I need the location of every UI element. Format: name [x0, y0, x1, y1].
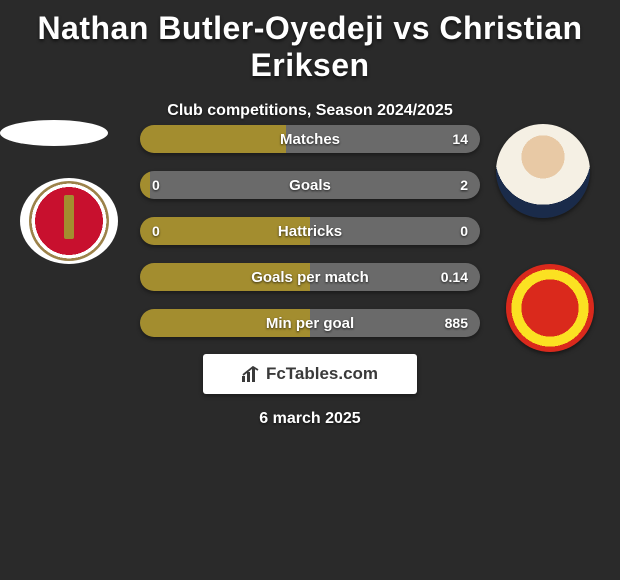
player-right-avatar	[496, 124, 590, 218]
player-right-club-badge	[500, 258, 600, 358]
subtitle: Club competitions, Season 2024/2025	[0, 102, 620, 120]
bar-chart-icon	[242, 366, 260, 382]
stat-label: Goals per match	[140, 263, 480, 291]
stat-row: 02Goals	[140, 171, 480, 199]
stat-label: Min per goal	[140, 309, 480, 337]
stat-row: 0.14Goals per match	[140, 263, 480, 291]
stat-label: Matches	[140, 125, 480, 153]
attribution-badge: FcTables.com	[203, 354, 417, 394]
attribution-text: FcTables.com	[266, 364, 378, 384]
stat-label: Goals	[140, 171, 480, 199]
stat-row: 14Matches	[140, 125, 480, 153]
arsenal-icon	[29, 181, 109, 261]
player-left-avatar	[0, 120, 108, 146]
comparison-infographic: Nathan Butler-Oyedeji vs Christian Eriks…	[0, 0, 620, 580]
stat-row: 885Min per goal	[140, 309, 480, 337]
date-label: 6 march 2025	[0, 410, 620, 428]
stats-area: 14Matches 02Goals 00Hattricks 0.14Goals per…	[140, 125, 480, 355]
player-left-club-badge	[20, 178, 118, 264]
stat-label: Hattricks	[140, 217, 480, 245]
stat-row: 00Hattricks	[140, 217, 480, 245]
manchester-united-icon	[506, 264, 594, 352]
page-title: Nathan Butler-Oyedeji vs Christian Eriks…	[0, 0, 620, 84]
